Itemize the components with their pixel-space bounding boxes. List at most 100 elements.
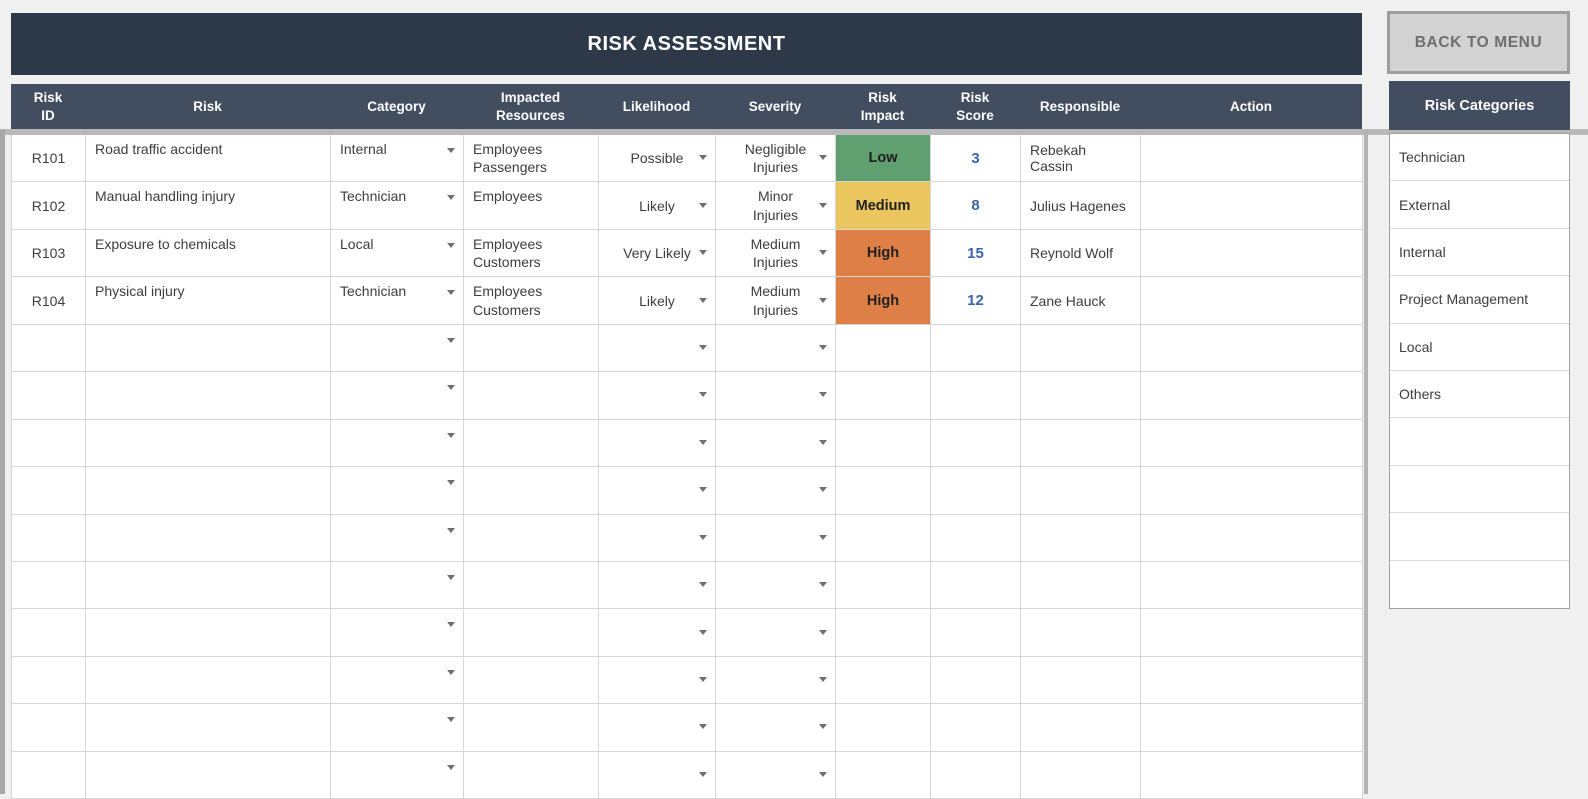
dropdown-arrow-icon[interactable] bbox=[819, 392, 827, 398]
cell-responsible[interactable] bbox=[1021, 467, 1141, 515]
cell-risk[interactable] bbox=[86, 751, 331, 799]
cell-impacted-resources[interactable] bbox=[464, 324, 599, 373]
cell-likelihood-dropdown[interactable] bbox=[599, 372, 716, 420]
cell-risk[interactable] bbox=[86, 704, 331, 752]
cell-risk[interactable] bbox=[86, 609, 331, 657]
cell-risk-id[interactable]: R103 bbox=[12, 229, 86, 278]
cell-risk-impact[interactable]: Low bbox=[836, 135, 931, 183]
cell-responsible[interactable] bbox=[1021, 561, 1141, 610]
dropdown-arrow-icon[interactable] bbox=[447, 148, 455, 153]
cell-category-dropdown[interactable] bbox=[331, 656, 464, 705]
dropdown-arrow-icon[interactable] bbox=[699, 392, 707, 398]
cell-risk-impact[interactable] bbox=[836, 751, 931, 799]
cell-risk-id[interactable] bbox=[12, 704, 86, 752]
dropdown-arrow-icon[interactable] bbox=[819, 344, 827, 350]
cell-risk[interactable]: Road traffic accident bbox=[86, 135, 331, 183]
cell-risk[interactable]: Exposure to chemicals bbox=[86, 229, 331, 278]
cell-risk-impact[interactable]: Medium bbox=[836, 182, 931, 230]
cell-category-dropdown[interactable] bbox=[331, 467, 464, 515]
dropdown-arrow-icon[interactable] bbox=[447, 764, 455, 770]
cell-impacted-resources[interactable]: Employees Customers bbox=[464, 277, 599, 325]
cell-impacted-resources[interactable] bbox=[464, 561, 599, 610]
cell-risk-id[interactable] bbox=[12, 467, 86, 515]
cell-risk-id[interactable] bbox=[12, 751, 86, 799]
dropdown-arrow-icon[interactable] bbox=[819, 155, 827, 161]
dropdown-arrow-icon[interactable] bbox=[447, 717, 455, 723]
dropdown-arrow-icon[interactable] bbox=[447, 337, 455, 343]
dropdown-arrow-icon[interactable] bbox=[819, 582, 827, 588]
dropdown-arrow-icon[interactable] bbox=[447, 574, 455, 580]
risk-category-item[interactable] bbox=[1390, 418, 1569, 466]
risk-category-item[interactable] bbox=[1390, 561, 1569, 608]
cell-category-dropdown[interactable] bbox=[331, 514, 464, 562]
cell-severity-dropdown[interactable] bbox=[716, 467, 836, 515]
dropdown-arrow-icon[interactable] bbox=[819, 677, 827, 683]
cell-action[interactable] bbox=[1141, 229, 1363, 278]
cell-risk-score[interactable] bbox=[931, 324, 1021, 373]
cell-likelihood-dropdown[interactable] bbox=[599, 324, 716, 373]
cell-responsible[interactable] bbox=[1021, 609, 1141, 657]
cell-impacted-resources[interactable] bbox=[464, 656, 599, 705]
cell-action[interactable] bbox=[1141, 372, 1363, 420]
cell-risk-impact[interactable] bbox=[836, 419, 931, 468]
cell-category-dropdown[interactable] bbox=[331, 561, 464, 610]
cell-category-dropdown[interactable]: Local bbox=[331, 229, 464, 278]
cell-likelihood-dropdown[interactable] bbox=[599, 656, 716, 705]
cell-risk-score[interactable] bbox=[931, 656, 1021, 705]
cell-risk-impact[interactable] bbox=[836, 656, 931, 705]
cell-action[interactable] bbox=[1141, 609, 1363, 657]
dropdown-arrow-icon[interactable] bbox=[699, 771, 707, 777]
cell-severity-dropdown[interactable] bbox=[716, 561, 836, 610]
cell-severity-dropdown[interactable] bbox=[716, 656, 836, 705]
cell-severity-dropdown[interactable] bbox=[716, 514, 836, 562]
cell-severity-dropdown[interactable] bbox=[716, 751, 836, 799]
cell-severity-dropdown[interactable] bbox=[716, 704, 836, 752]
cell-likelihood-dropdown[interactable] bbox=[599, 751, 716, 799]
dropdown-arrow-icon[interactable] bbox=[819, 202, 827, 208]
dropdown-arrow-icon[interactable] bbox=[447, 290, 455, 296]
cell-likelihood-dropdown[interactable]: Likely bbox=[599, 277, 716, 325]
cell-action[interactable] bbox=[1141, 467, 1363, 515]
cell-risk-score[interactable]: 15 bbox=[931, 229, 1021, 278]
cell-risk[interactable] bbox=[86, 656, 331, 705]
cell-risk-score[interactable] bbox=[931, 514, 1021, 562]
cell-risk-score[interactable]: 8 bbox=[931, 182, 1021, 230]
cell-action[interactable] bbox=[1141, 656, 1363, 705]
cell-likelihood-dropdown[interactable]: Very Likely bbox=[599, 229, 716, 278]
cell-risk-impact[interactable] bbox=[836, 704, 931, 752]
dropdown-arrow-icon[interactable] bbox=[447, 195, 455, 201]
dropdown-arrow-icon[interactable] bbox=[699, 582, 707, 588]
cell-severity-dropdown[interactable]: Minor Injuries bbox=[716, 182, 836, 230]
cell-likelihood-dropdown[interactable]: Possible bbox=[599, 135, 716, 183]
cell-category-dropdown[interactable]: Technician bbox=[331, 182, 464, 230]
dropdown-arrow-icon[interactable] bbox=[699, 250, 707, 256]
dropdown-arrow-icon[interactable] bbox=[447, 622, 455, 628]
cell-responsible[interactable]: Julius Hagenes bbox=[1021, 182, 1141, 230]
dropdown-arrow-icon[interactable] bbox=[699, 297, 707, 303]
cell-risk-impact[interactable] bbox=[836, 609, 931, 657]
cell-category-dropdown[interactable] bbox=[331, 372, 464, 420]
cell-risk-id[interactable] bbox=[12, 609, 86, 657]
cell-responsible[interactable] bbox=[1021, 514, 1141, 562]
cell-risk-score[interactable] bbox=[931, 467, 1021, 515]
cell-risk-score[interactable]: 3 bbox=[931, 135, 1021, 183]
risk-category-item[interactable]: External bbox=[1390, 181, 1569, 229]
cell-risk[interactable] bbox=[86, 561, 331, 610]
cell-risk-id[interactable] bbox=[12, 372, 86, 420]
cell-impacted-resources[interactable] bbox=[464, 609, 599, 657]
cell-impacted-resources[interactable] bbox=[464, 704, 599, 752]
dropdown-arrow-icon[interactable] bbox=[819, 487, 827, 493]
cell-risk-score[interactable] bbox=[931, 609, 1021, 657]
cell-risk-impact[interactable] bbox=[836, 372, 931, 420]
cell-category-dropdown[interactable] bbox=[331, 751, 464, 799]
cell-action[interactable] bbox=[1141, 561, 1363, 610]
dropdown-arrow-icon[interactable] bbox=[447, 385, 455, 391]
cell-responsible[interactable]: Reynold Wolf bbox=[1021, 229, 1141, 278]
cell-risk-id[interactable]: R102 bbox=[12, 182, 86, 230]
cell-action[interactable] bbox=[1141, 419, 1363, 468]
cell-risk-score[interactable] bbox=[931, 419, 1021, 468]
cell-risk-score[interactable] bbox=[931, 372, 1021, 420]
dropdown-arrow-icon[interactable] bbox=[819, 534, 827, 540]
cell-likelihood-dropdown[interactable]: Likely bbox=[599, 182, 716, 230]
dropdown-arrow-icon[interactable] bbox=[447, 432, 455, 438]
